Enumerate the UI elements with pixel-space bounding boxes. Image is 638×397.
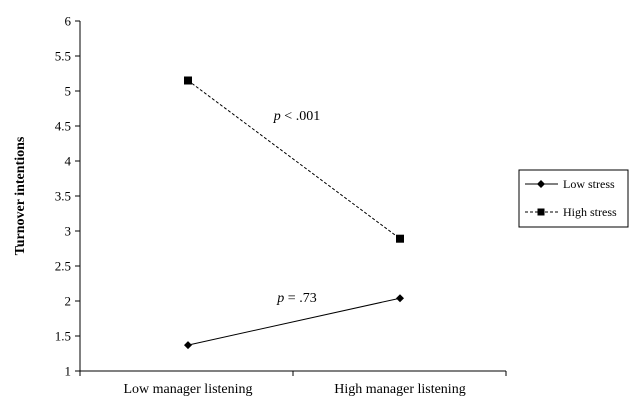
p-value-text: < .001 [281, 109, 320, 124]
y-axis-title: Turnover intentions [13, 136, 28, 255]
legend-marker-diamond [537, 180, 545, 188]
y-tick-label: 4 [65, 154, 72, 169]
p-value-text: = .73 [284, 291, 316, 306]
p-symbol: p [273, 109, 281, 124]
y-tick-label: 1 [65, 364, 72, 379]
x-ticks: Low manager listening High manager listen… [79, 371, 507, 397]
series-line [187, 297, 401, 346]
y-tick-label: 1.5 [55, 329, 71, 344]
series-line [187, 80, 401, 240]
data-point-diamond [396, 294, 404, 303]
y-ticks: 1 1.5 2 2.5 3 3.5 4 4.5 5 5.5 6 [55, 14, 80, 379]
y-tick-label: 4.5 [55, 119, 71, 134]
p-value-annotation: p < .001 [273, 109, 320, 124]
legend-label: High stress [563, 205, 617, 219]
data-point-square [396, 234, 404, 243]
plot-area: 1 1.5 2 2.5 3 3.5 4 4.5 5 5.5 6 Low manager listen… [55, 14, 507, 397]
y-tick-label: 5 [65, 84, 72, 99]
y-tick-label: 6 [65, 14, 72, 29]
y-tick-label: 3 [65, 224, 72, 239]
data-point-diamond [184, 341, 192, 350]
x-category-label: High manager listening [334, 382, 465, 397]
legend-marker-square [537, 208, 545, 216]
p-symbol: p [276, 291, 284, 306]
p-value-annotation: p = .73 [276, 291, 316, 306]
y-tick-label: 2 [65, 294, 72, 309]
y-tick-label: 2.5 [55, 259, 71, 274]
legend-box [518, 169, 629, 228]
y-tick-label: 3.5 [55, 189, 71, 204]
x-category-label: Low manager listening [123, 382, 252, 397]
series-layer [184, 76, 404, 350]
data-point-square [184, 76, 192, 85]
legend: Low stress High stress [518, 169, 629, 228]
legend-label: Low stress [563, 177, 615, 191]
y-tick-label: 5.5 [55, 49, 71, 64]
